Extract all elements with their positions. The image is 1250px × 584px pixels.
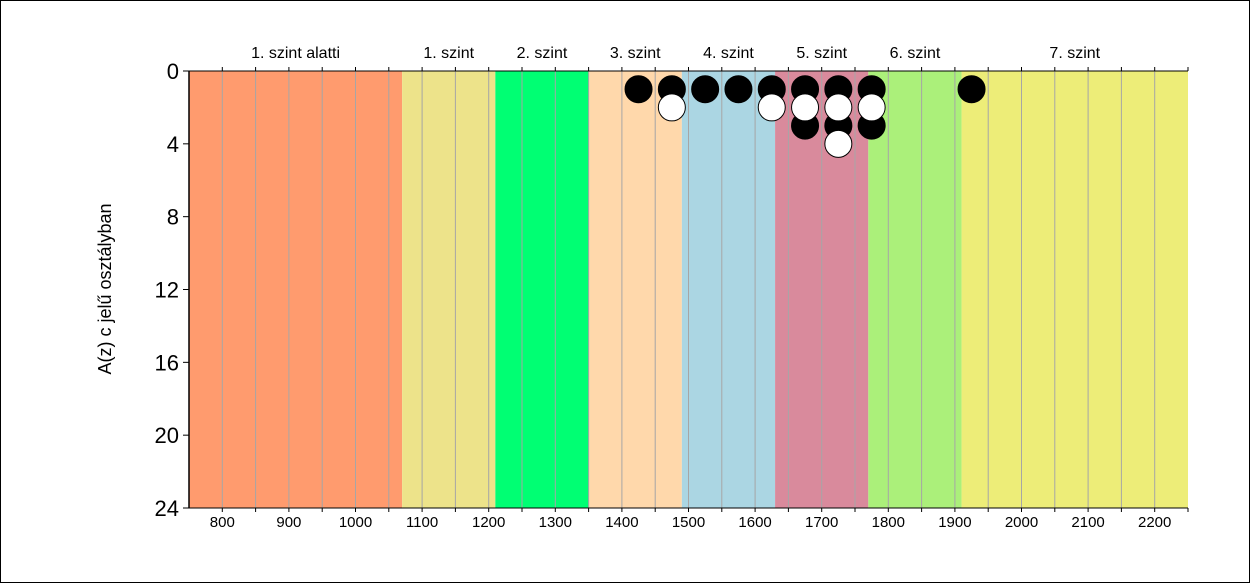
band-label-1: 1. szint alatti xyxy=(251,45,340,62)
x-tick-label: 1500 xyxy=(672,514,705,531)
x-tick-label: 1300 xyxy=(539,514,572,531)
band-label-6: 5. szint xyxy=(796,45,847,62)
tick-labels: 800 900 1000 1100 1200 1300 1400 1500 1600 1700 18… xyxy=(155,59,1172,531)
y-tick-label: 24 xyxy=(155,496,179,521)
point-white xyxy=(857,93,886,122)
band-label-7: 6. szint xyxy=(890,45,941,62)
y-tick-label: 8 xyxy=(167,205,179,230)
axes xyxy=(183,67,1189,512)
x-tick-label: 1900 xyxy=(938,514,971,531)
y-tick-label: 0 xyxy=(167,59,179,84)
x-tick-label: 1400 xyxy=(605,514,638,531)
band-label-5: 4. szint xyxy=(703,45,754,62)
band-1 xyxy=(189,71,403,508)
x-tick-label: 1700 xyxy=(805,514,838,531)
x-tick-label: 1200 xyxy=(472,514,505,531)
point-black xyxy=(691,75,720,104)
data-points xyxy=(624,75,986,158)
band-8 xyxy=(961,71,1188,508)
band-label-4: 3. szint xyxy=(610,45,661,62)
band-3 xyxy=(495,71,589,508)
y-tick-label: 20 xyxy=(155,423,179,448)
level-bands xyxy=(189,71,1188,508)
point-white xyxy=(657,93,686,122)
x-tick-label: 1800 xyxy=(872,514,905,531)
y-tick-label: 4 xyxy=(167,132,179,157)
band-2 xyxy=(402,71,496,508)
x-tick-label: 800 xyxy=(210,514,235,531)
x-tick-label: 2000 xyxy=(1005,514,1038,531)
x-tick-label: 900 xyxy=(276,514,301,531)
point-white xyxy=(791,93,820,122)
x-tick-label: 2200 xyxy=(1138,514,1171,531)
point-black xyxy=(957,75,986,104)
y-tick-label: 12 xyxy=(155,278,179,303)
band-7 xyxy=(868,71,962,508)
x-tick-label: 1600 xyxy=(738,514,771,531)
grid-lines xyxy=(221,71,1156,508)
band-label-8: 7. szint xyxy=(1049,45,1100,62)
point-white xyxy=(757,93,786,122)
band-label-3: 2. szint xyxy=(517,45,568,62)
band-label-2: 1. szint xyxy=(423,45,474,62)
point-white xyxy=(824,93,853,122)
x-tick-label: 1100 xyxy=(406,514,438,531)
x-tick-label: 2100 xyxy=(1071,514,1104,531)
band-labels: 1. szint alatti 1. szint 2. szint 3. szint 4… xyxy=(251,45,1101,62)
band-4 xyxy=(588,71,682,508)
band-5 xyxy=(681,71,776,508)
y-tick-label: 16 xyxy=(155,350,179,375)
y-axis-title: A(z) c jelű osztályban xyxy=(95,203,115,374)
point-white xyxy=(824,129,853,158)
x-tick-label: 1000 xyxy=(339,514,372,531)
point-black xyxy=(624,75,653,104)
point-black xyxy=(724,75,753,104)
